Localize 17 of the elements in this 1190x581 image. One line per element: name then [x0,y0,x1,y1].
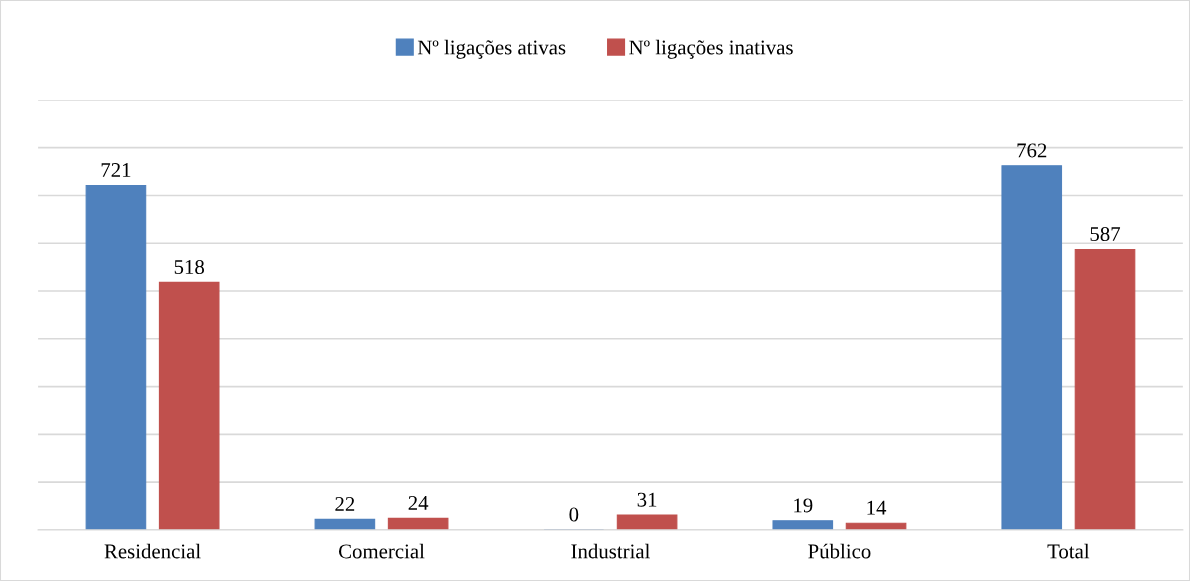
x-tick-label: Industrial [571,543,650,559]
data-label: 14 [867,500,887,515]
x-tick-label: Público [808,543,871,559]
data-label: 22 [335,496,355,511]
x-tick-label: Comercial [338,543,425,559]
data-label: 19 [794,498,813,513]
x-tick-label: Total [1047,543,1090,559]
legend-label: Nº ligações inativas [629,39,793,59]
data-label: 518 [174,259,205,275]
data-label: 24 [408,496,429,510]
data-label: 762 [1017,143,1047,158]
x-tick-label: Residencial [104,543,201,559]
data-label: 721 [101,163,131,177]
data-label: 587 [1090,227,1121,242]
legend-label: Nº ligações ativas [417,39,566,59]
data-label: 31 [637,492,657,507]
data-label: 0 [569,507,579,522]
